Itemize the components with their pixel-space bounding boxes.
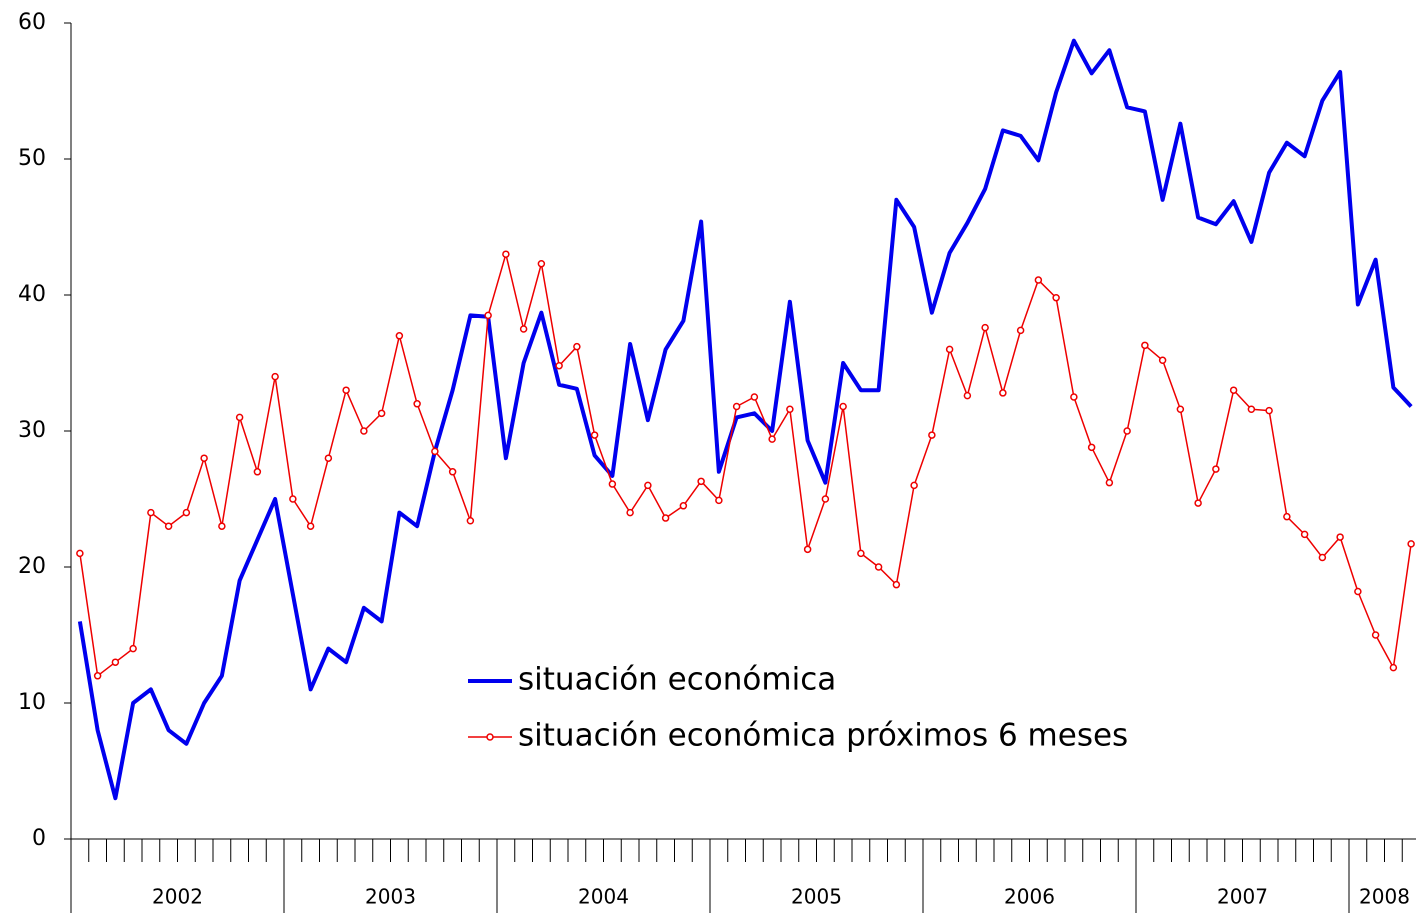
point (768, 435, 776, 443)
point (271, 372, 279, 381)
point (1052, 293, 1060, 302)
point (413, 400, 421, 408)
x-group-label: 2002 (152, 885, 203, 909)
point (644, 481, 652, 490)
point (147, 508, 155, 517)
legend-marker (486, 733, 494, 741)
point (1176, 405, 1185, 413)
point (803, 545, 812, 554)
point (1034, 276, 1043, 284)
point (448, 468, 457, 476)
point (555, 361, 563, 370)
point (1407, 540, 1415, 548)
point (484, 311, 492, 320)
point (1123, 427, 1131, 435)
point (1141, 341, 1149, 350)
x-group-label: 2003 (365, 885, 416, 909)
point (1087, 443, 1096, 452)
point (537, 259, 546, 268)
point (963, 391, 972, 400)
point (111, 658, 120, 666)
point (928, 431, 936, 439)
point (697, 477, 705, 486)
point (200, 454, 208, 462)
point (573, 342, 581, 351)
point (431, 447, 439, 456)
point (324, 454, 333, 462)
y-tick-label: 50 (18, 146, 46, 171)
point (839, 402, 847, 411)
y-tick-label: 30 (18, 418, 46, 443)
point (857, 549, 865, 558)
point (786, 405, 794, 413)
y-tick-label: 40 (18, 282, 46, 307)
y-tick-label: 60 (18, 10, 46, 35)
point (590, 431, 599, 439)
point (253, 468, 262, 476)
point (1247, 405, 1256, 413)
point (910, 481, 918, 490)
point (1300, 530, 1309, 539)
point (750, 393, 759, 401)
y-tick-label: 10 (18, 690, 46, 715)
point (981, 323, 989, 332)
point (164, 522, 173, 530)
point (1265, 406, 1273, 415)
point (218, 522, 226, 530)
x-group-label: 2007 (1217, 885, 1268, 909)
series-line (79, 253, 1412, 677)
x-group-label: 2004 (578, 885, 629, 909)
point (608, 480, 617, 488)
point (377, 409, 386, 418)
point (1283, 512, 1291, 521)
point (1354, 587, 1362, 596)
point (289, 495, 297, 503)
point (129, 644, 137, 653)
point (1212, 465, 1220, 473)
point (732, 402, 741, 411)
point (1194, 499, 1202, 507)
point (715, 496, 723, 505)
point (821, 495, 830, 503)
legend-label: situación económica (518, 662, 836, 698)
y-tick-label: 0 (32, 826, 46, 851)
point (1070, 393, 1078, 401)
x-group-label: 2005 (791, 885, 842, 909)
point (945, 345, 954, 354)
x-group-label: 2008 (1359, 885, 1410, 909)
point (466, 517, 475, 525)
legend-label: situación económica próximos 6 meses (518, 718, 1128, 754)
point (1318, 553, 1327, 562)
point (892, 580, 901, 589)
point (1105, 478, 1114, 487)
x-group-label: 2006 (1004, 885, 1055, 909)
point (1389, 663, 1398, 672)
point (306, 522, 315, 530)
point (360, 427, 368, 435)
point (1229, 386, 1238, 394)
point (182, 508, 191, 517)
y-tick-label: 20 (18, 554, 46, 579)
point (999, 389, 1007, 397)
point (1016, 326, 1025, 335)
point (342, 386, 350, 394)
point (502, 250, 510, 258)
point (76, 549, 84, 558)
point (1336, 533, 1344, 541)
point (679, 502, 688, 510)
point (235, 413, 244, 422)
series-line (77, 38, 1413, 801)
point (519, 325, 528, 333)
point (626, 508, 634, 517)
point (395, 332, 404, 340)
point (1371, 631, 1380, 639)
point (1158, 356, 1167, 365)
point (93, 672, 102, 680)
point (661, 514, 670, 522)
point (874, 563, 883, 571)
